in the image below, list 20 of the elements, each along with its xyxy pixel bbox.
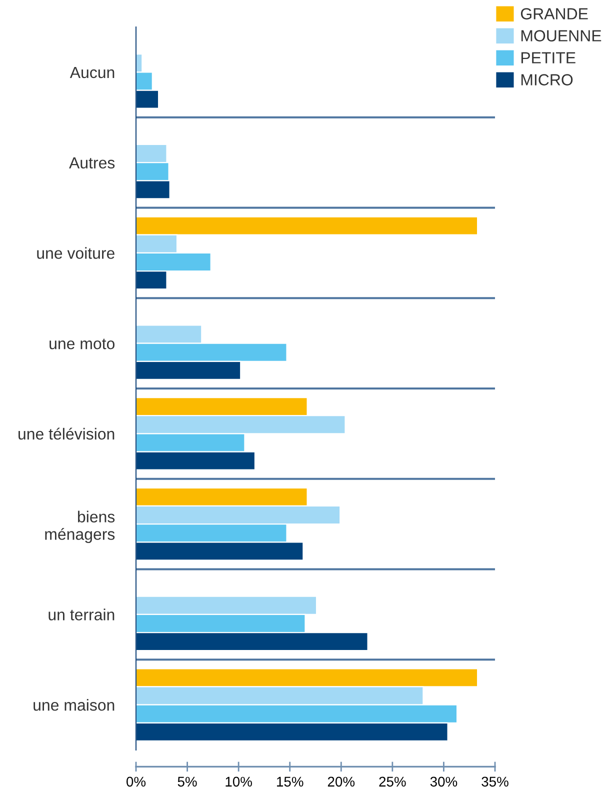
x-tick-label: 35% bbox=[482, 776, 508, 787]
x-tick-label: 20% bbox=[328, 776, 355, 787]
legend-label: GRANDE bbox=[520, 8, 588, 20]
y-tick-label: Aucun bbox=[70, 66, 114, 78]
x-tick-label: 10% bbox=[226, 776, 252, 787]
legend-label: MOUENNE bbox=[521, 30, 602, 42]
x-tick-label: 30% bbox=[430, 776, 458, 787]
x-tick-label: 5% bbox=[178, 776, 197, 787]
y-tick-label: un terrain bbox=[48, 608, 114, 620]
x-tick-label: 15% bbox=[277, 776, 304, 787]
y-tick-label: une télévision bbox=[18, 428, 114, 440]
legend-label: PETITE bbox=[521, 52, 576, 64]
y-tick-label: une moto bbox=[50, 338, 115, 350]
x-tick-label: 25% bbox=[379, 776, 406, 787]
y-tick-label: une maison bbox=[34, 699, 114, 711]
y-tick-label: biens ménagers bbox=[45, 510, 115, 544]
x-tick-label: 0% bbox=[126, 776, 146, 787]
y-tick-label: Autres bbox=[69, 157, 115, 169]
y-tick-label: une voiture bbox=[37, 247, 114, 259]
legend-label: MICRO bbox=[521, 74, 573, 86]
